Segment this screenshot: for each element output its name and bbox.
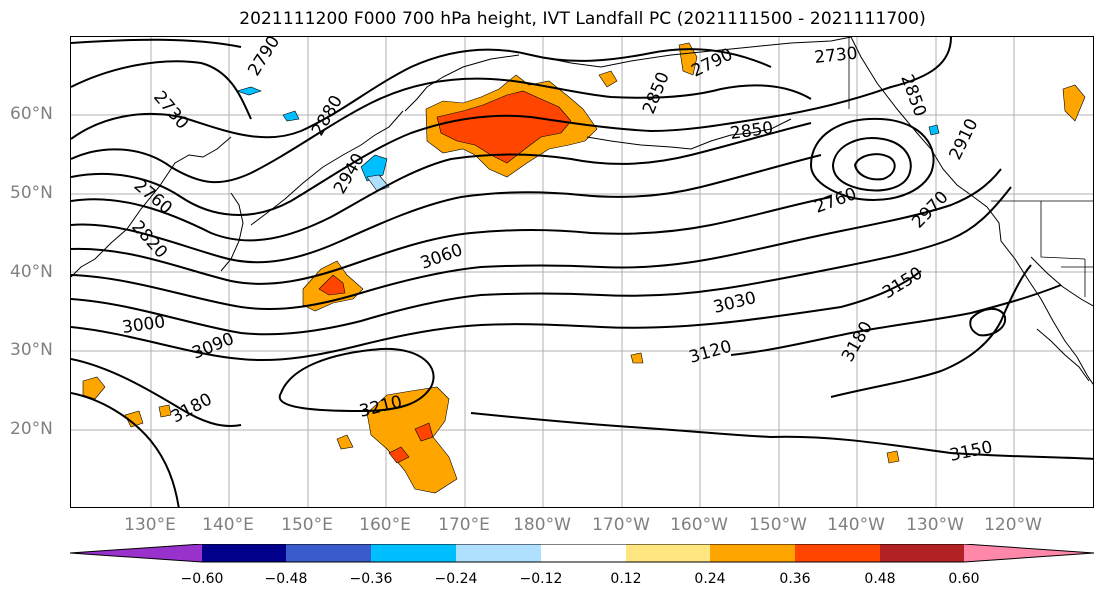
lat-label: 60°N	[10, 104, 53, 124]
colorbar-segment	[795, 544, 880, 562]
lon-label: 160°W	[670, 515, 728, 535]
lon-label: 150°W	[749, 515, 807, 535]
contour-label: 2850	[639, 69, 674, 117]
colorbar-tick: 0.24	[694, 571, 726, 587]
lon-label: 130°W	[906, 515, 964, 535]
colorbar-tick: −0.36	[349, 571, 393, 587]
lon-label: 120°W	[984, 515, 1042, 535]
colorbar-segment	[880, 544, 964, 562]
lon-label: 130°E	[124, 515, 176, 535]
boundaries	[848, 37, 1093, 297]
lat-label: 30°N	[10, 340, 53, 360]
coastlines	[71, 37, 1093, 385]
lat-label: 40°N	[10, 262, 53, 282]
contour-label: 2790	[244, 37, 284, 80]
lon-label: 140°E	[202, 515, 254, 535]
contour-label: 3150	[948, 437, 994, 466]
lon-label: 170°E	[438, 515, 490, 535]
contour-label: 2730	[149, 87, 192, 133]
contour-label: 3060	[418, 240, 465, 274]
colorbar-tick: −0.12	[519, 571, 563, 587]
contour-label: 3150	[879, 263, 926, 303]
colorbar-segment	[710, 544, 795, 562]
colorbar-segment	[541, 544, 626, 562]
colorbar-segment	[626, 544, 710, 562]
colorbar-tick: 0.36	[779, 571, 811, 587]
colorbar-tick: 0.48	[864, 571, 896, 587]
colorbar-tick: 0.12	[610, 571, 642, 587]
graticule	[71, 37, 1093, 507]
colorbar-tick: −0.24	[434, 571, 478, 587]
lon-label: 150°E	[281, 515, 333, 535]
colorbar-segment	[456, 544, 541, 562]
map-title: 2021111200 F000 700 hPa height, IVT Land…	[239, 9, 926, 29]
colorbar-tick: −0.48	[264, 571, 308, 587]
colorbar-tick: −0.60	[180, 571, 224, 587]
contour-label: 3030	[711, 288, 758, 318]
colorbar-segment	[286, 544, 371, 562]
lon-label: 170°W	[592, 515, 650, 535]
contour-label: 3000	[121, 312, 167, 338]
contour-label: 2730	[813, 44, 858, 68]
lon-label: 160°E	[359, 515, 411, 535]
contour-label: 3120	[687, 337, 734, 368]
contour-label: 2910	[946, 116, 983, 164]
colorbar-segment	[202, 544, 286, 562]
ivt-shading	[82, 42, 1086, 494]
colorbar-tick: 0.60	[948, 571, 980, 587]
contour-label: 2880	[308, 92, 347, 139]
colorbar-segment	[70, 544, 202, 562]
colorbar-segment	[964, 544, 1094, 562]
colorbar	[70, 544, 1095, 563]
colorbar-segment	[371, 544, 456, 562]
lat-label: 20°N	[10, 419, 53, 439]
lat-label: 50°N	[10, 183, 53, 203]
height-contours	[71, 37, 1093, 507]
contour-label: 2850	[896, 72, 930, 119]
map-svg: 2790 2730 2880 2760 2820 2940 3060 3000 …	[71, 37, 1093, 507]
map-plot-area: 2790 2730 2880 2760 2820 2940 3060 3000 …	[70, 36, 1094, 508]
lon-label: 180°W	[513, 515, 571, 535]
lon-label: 140°W	[827, 515, 885, 535]
contour-label: 3180	[838, 318, 877, 365]
